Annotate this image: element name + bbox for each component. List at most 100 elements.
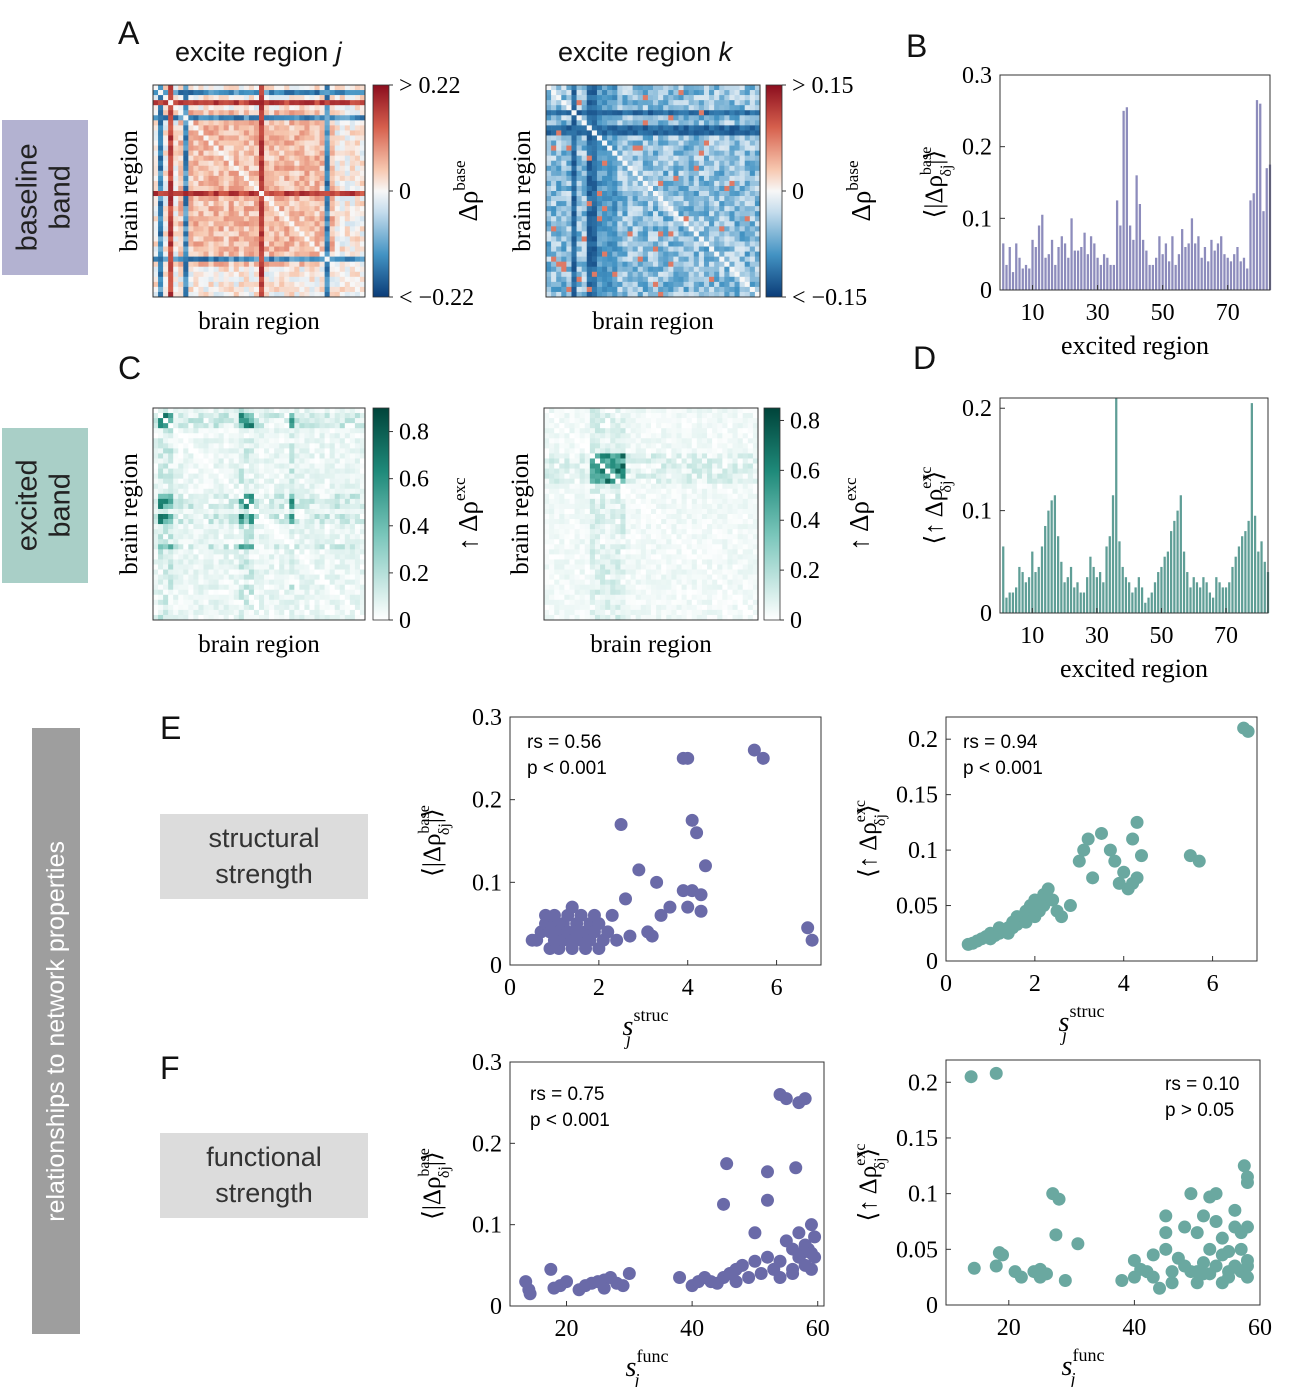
heatmap-cell xyxy=(632,180,639,187)
heatmap-cell xyxy=(591,150,598,156)
heatmap-cell xyxy=(304,539,310,545)
heatmap-cell xyxy=(339,503,346,510)
heatmap-cell xyxy=(279,544,285,550)
heatmap-cell xyxy=(591,175,598,182)
heatmap-cell xyxy=(163,271,169,278)
heatmap-cell xyxy=(279,286,285,293)
heatmap-cell xyxy=(168,85,174,91)
heatmap-cell xyxy=(637,236,644,242)
heatmap-cell xyxy=(158,231,164,237)
heatmap-cell xyxy=(724,150,730,156)
heatmap-cell xyxy=(193,443,199,449)
heatmap-cell xyxy=(203,448,209,454)
heatmap-cell xyxy=(274,433,280,439)
heatmap-cell xyxy=(678,291,684,298)
heatmap-cell xyxy=(556,115,562,121)
heatmap-cell xyxy=(581,216,588,222)
heatmap-cell xyxy=(228,413,235,419)
heatmap-cell xyxy=(729,201,735,207)
heatmap-cell xyxy=(612,165,618,172)
heatmap-cell xyxy=(596,160,603,167)
heatmap-cell xyxy=(218,226,224,232)
heatmap-cell xyxy=(188,125,194,131)
heatmap-cell xyxy=(289,246,295,252)
heatmap-cell xyxy=(163,493,169,500)
heatmap-cell xyxy=(183,175,189,182)
heatmap-cell xyxy=(637,231,644,237)
heatmap-cell xyxy=(208,226,214,232)
heatmap-cell xyxy=(213,100,219,106)
heatmap-cell xyxy=(264,150,270,156)
heatmap-cell xyxy=(208,438,214,444)
heatmap-cell xyxy=(238,170,245,177)
heatmap-cell xyxy=(339,564,346,570)
heatmap-cell xyxy=(243,478,250,485)
heatmap-cell xyxy=(688,170,695,177)
heatmap-cell xyxy=(642,85,649,91)
heatmap-cell xyxy=(658,241,664,247)
heatmap-cell xyxy=(642,196,649,202)
heatmap-cell xyxy=(602,221,608,227)
heatmap-cell xyxy=(173,170,179,177)
heatmap-cell xyxy=(739,231,746,237)
heatmap-cell xyxy=(309,180,315,187)
heatmap-cell xyxy=(663,100,669,106)
heatmap-cell xyxy=(709,271,715,278)
heatmap-cell xyxy=(218,125,224,131)
heatmap-cell xyxy=(653,180,659,187)
heatmap-cell xyxy=(218,488,224,495)
heatmap-cell xyxy=(622,246,628,252)
heatmap-cell xyxy=(586,140,593,146)
heatmap-cell xyxy=(739,201,746,207)
heatmap-cell xyxy=(334,261,341,268)
heatmap-cell xyxy=(602,155,608,162)
heatmap-cell xyxy=(581,226,588,232)
heatmap-cell xyxy=(233,256,240,262)
heatmap-cell xyxy=(259,145,265,151)
heatmap-cell xyxy=(714,155,720,162)
heatmap-cell xyxy=(198,519,204,525)
heatmap-cell xyxy=(193,115,199,121)
heatmap-cell xyxy=(546,165,552,172)
heatmap-cell xyxy=(637,145,644,151)
heatmap-cell xyxy=(647,226,654,232)
heatmap-cell xyxy=(198,423,204,429)
heatmap-cell xyxy=(284,211,290,217)
heatmap-cell xyxy=(319,110,325,116)
heatmap-cell xyxy=(309,241,315,247)
heatmap-cell xyxy=(193,271,199,278)
heatmap-cell xyxy=(724,145,730,151)
heatmap-cell xyxy=(739,241,746,247)
heatmap-cell xyxy=(304,408,310,414)
heatmap-cell xyxy=(617,105,623,111)
heatmap-cell xyxy=(274,185,280,192)
heatmap-cell xyxy=(279,569,285,575)
heatmap-cell xyxy=(259,281,265,288)
heatmap-cell xyxy=(698,276,705,283)
heatmap-cell xyxy=(238,155,245,162)
heatmap-cell xyxy=(284,251,290,257)
heatmap-cell xyxy=(329,281,336,288)
heatmap-cell xyxy=(269,105,275,111)
heatmap-cell xyxy=(264,291,270,298)
heatmap-cell xyxy=(203,216,209,222)
heatmap-cell xyxy=(253,574,260,580)
heatmap-cell xyxy=(304,514,310,520)
heatmap-cell xyxy=(178,488,184,495)
heatmap-cell xyxy=(329,418,336,424)
heatmap-cell xyxy=(238,418,245,424)
heatmap-cell xyxy=(158,458,164,464)
heatmap-cell xyxy=(294,438,300,444)
heatmap-cell xyxy=(591,140,598,146)
heatmap-cell xyxy=(556,105,562,111)
heatmap-cell xyxy=(314,544,320,550)
heatmap-cell xyxy=(329,95,336,101)
heatmap-cell xyxy=(248,145,255,151)
heatmap-cell xyxy=(228,281,235,288)
heatmap-cell xyxy=(198,413,204,419)
heatmap-cell xyxy=(678,130,684,136)
heatmap-cell xyxy=(304,271,310,278)
heatmap-cell xyxy=(314,246,320,252)
heatmap-cell xyxy=(709,180,715,187)
heatmap-cell xyxy=(238,453,245,459)
